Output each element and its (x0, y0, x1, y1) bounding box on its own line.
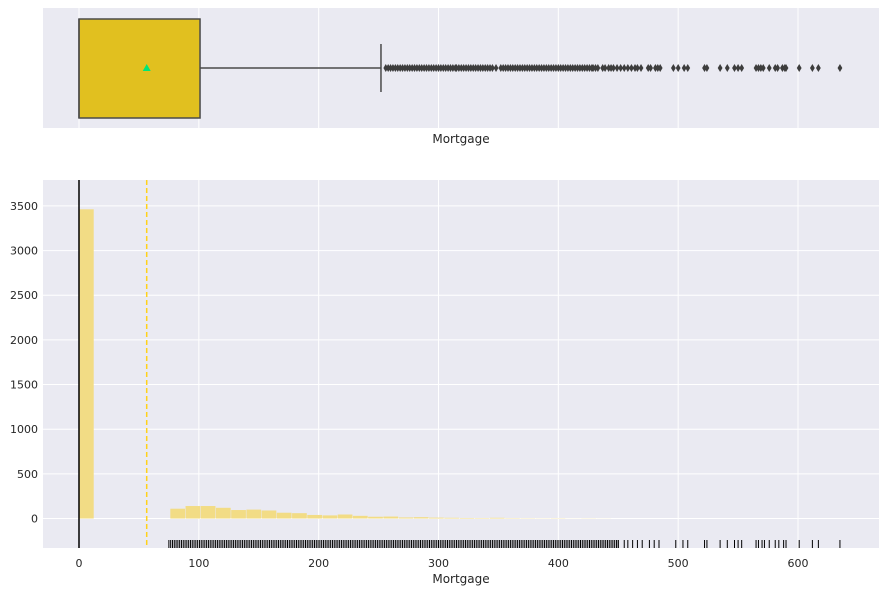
histogram-bar (383, 516, 399, 519)
outlier-point (629, 64, 634, 72)
histogram-tick-labels: 0 100 200 300 400 500 600 0 500 1000 1500 2000 2500 3… (10, 200, 809, 570)
outlier-point (621, 64, 627, 72)
x-tick-label: 400 (548, 557, 569, 570)
outlier-point (614, 64, 620, 72)
y-tick-label: 0 (31, 513, 38, 526)
histogram-bar (398, 517, 414, 519)
outlier-point (635, 64, 640, 72)
histogram-bar (322, 515, 338, 519)
histogram-bar (413, 517, 429, 519)
outlier-point (837, 64, 843, 72)
histogram-bar (276, 512, 292, 519)
outlier-point (611, 64, 616, 72)
histogram-bar (292, 513, 307, 519)
histogram-bars (79, 209, 612, 519)
outlier-point (717, 64, 723, 72)
histogram-bar (489, 517, 505, 519)
histogram-bar (215, 507, 231, 519)
y-tick-label: 1000 (10, 423, 38, 436)
boxplot-panel: Mortgage (43, 8, 879, 146)
outlier-point (809, 64, 815, 72)
rug-plot (78, 540, 841, 548)
boxplot-marks (78, 18, 843, 119)
histogram-bar (79, 209, 94, 519)
y-tick-label: 500 (17, 468, 38, 481)
histogram-bar (352, 515, 368, 519)
outlier-point (815, 64, 821, 72)
outlier-point (602, 64, 608, 72)
histogram-bar (231, 510, 246, 519)
histogram-bar (261, 510, 277, 519)
histogram-bar (459, 517, 475, 519)
histogram-xlabel: Mortgage (432, 572, 489, 586)
outlier-point (490, 64, 495, 72)
outlier-point (704, 64, 710, 72)
outlier-point (675, 64, 681, 72)
boxplot-xlabel: Mortgage (432, 132, 489, 146)
histogram-bar (429, 517, 444, 519)
histogram-bar (185, 506, 201, 519)
outlier-point (657, 64, 663, 72)
histogram-background (43, 180, 879, 548)
outlier-point (670, 64, 676, 72)
y-tick-label: 2500 (10, 289, 38, 302)
x-tick-label: 300 (428, 557, 449, 570)
x-tick-label: 0 (76, 557, 83, 570)
outlier-point (732, 64, 737, 72)
histogram-bar (170, 508, 186, 519)
outlier-point (685, 64, 691, 72)
y-tick-label: 3500 (10, 200, 38, 213)
x-tick-label: 600 (788, 557, 809, 570)
outlier-point (796, 64, 802, 72)
outlier-point (681, 64, 687, 72)
outlier-point (760, 64, 766, 72)
y-tick-label: 2000 (10, 334, 38, 347)
outlier-point (766, 64, 772, 72)
outlier-point (735, 64, 741, 72)
outlier-point (595, 64, 601, 72)
histogram-bar (307, 514, 323, 519)
histogram-bar (200, 506, 216, 519)
y-tick-label: 1500 (10, 379, 38, 392)
outlier-point (638, 64, 644, 72)
outlier-point (625, 64, 631, 72)
x-tick-label: 500 (668, 557, 689, 570)
outlier-point (618, 64, 624, 72)
histogram-bar (368, 516, 383, 519)
histogram-bar (337, 514, 353, 519)
outlier-point (739, 64, 745, 72)
y-tick-label: 3000 (10, 245, 38, 258)
histogram-bar (246, 509, 262, 519)
x-tick-label: 100 (188, 557, 209, 570)
outlier-point (724, 64, 730, 72)
outlier-point (783, 64, 789, 72)
iqr-box (78, 18, 201, 119)
outlier-point (648, 64, 654, 72)
outlier-point (493, 64, 499, 72)
outlier-point (775, 64, 781, 72)
histogram-bar (444, 517, 459, 519)
histogram-panel: 0 100 200 300 400 500 600 0 500 1000 1500 2000 2500 3… (10, 180, 879, 586)
histogram-overlays (78, 180, 148, 548)
mean-marker (142, 64, 151, 71)
x-tick-label: 200 (308, 557, 329, 570)
